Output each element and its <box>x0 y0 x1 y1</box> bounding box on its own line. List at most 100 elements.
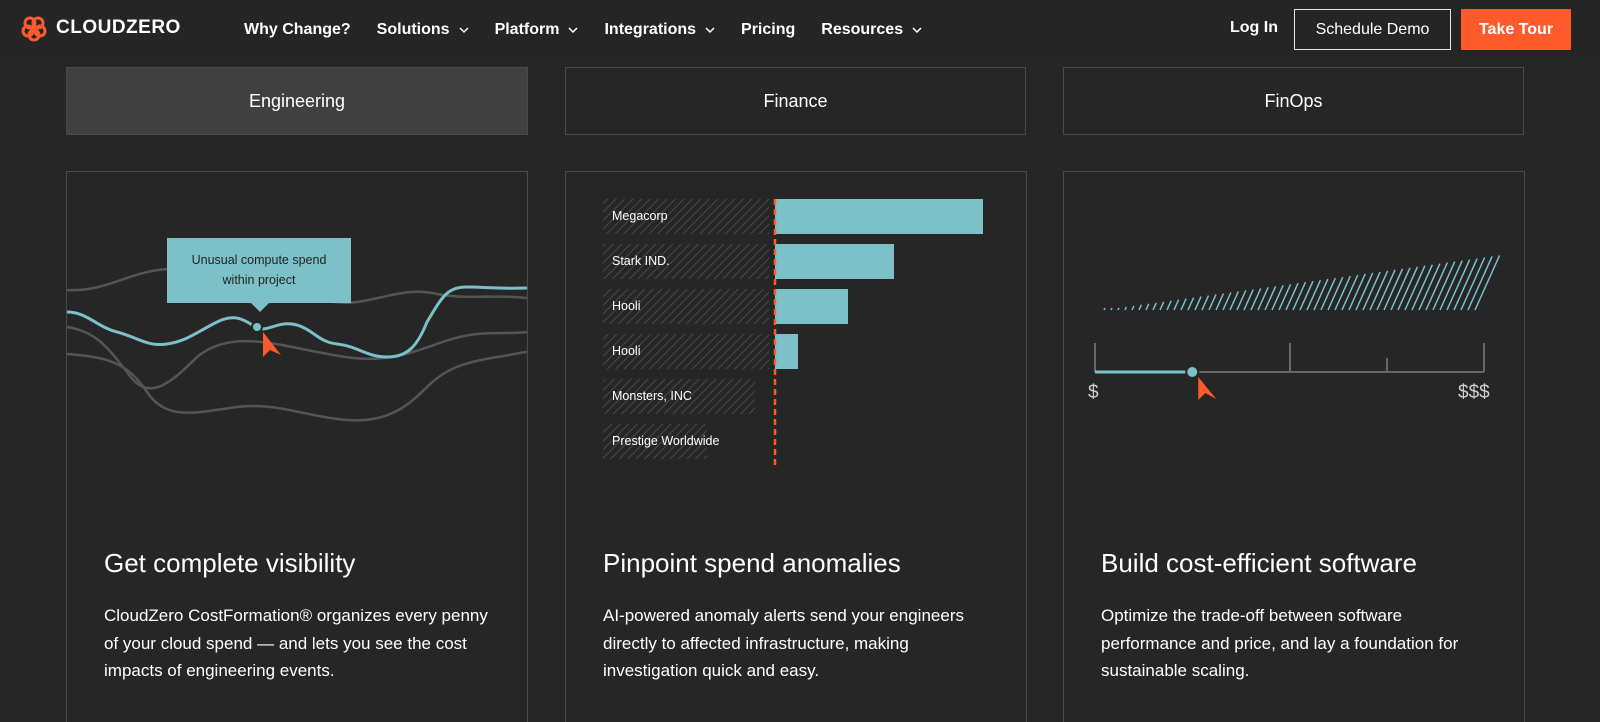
wedge-hatch-line <box>1299 280 1314 311</box>
nav-label: Why Change? <box>244 20 351 38</box>
wedge-hatch-line <box>1229 291 1240 311</box>
wedge-hatch-line <box>1467 256 1493 311</box>
wedge-hatch-line <box>1327 276 1344 311</box>
wedge-hatch-line <box>1439 260 1463 311</box>
bar-baseline-hatch <box>603 379 755 414</box>
main-nav: Why Change? Solutions Platform Integrati… <box>244 0 948 59</box>
nav-resources[interactable]: Resources <box>821 21 922 39</box>
nav-platform[interactable]: Platform <box>495 21 579 39</box>
tooltip-line: Unusual compute spend <box>191 253 327 267</box>
wedge-hatch-line <box>1187 297 1195 311</box>
scale-high-label: $$$ <box>1458 382 1490 403</box>
bar-label: Prestige Worldwide <box>612 434 720 448</box>
spend-line-gray-2 <box>67 325 527 390</box>
nav-label: Platform <box>494 20 560 38</box>
logo-wordmark: CLOUDZERO <box>56 17 181 38</box>
bar-label: Hooli <box>612 299 641 313</box>
wedge-hatch-line <box>1236 290 1247 311</box>
wedge-hatch-line <box>1208 294 1217 311</box>
bar-baseline-hatch <box>603 244 769 279</box>
anomaly-tooltip: Unusual compute spend within project <box>167 238 351 312</box>
login-link[interactable]: Log In <box>1230 19 1278 36</box>
bar-label: Megacorp <box>612 209 668 223</box>
wedge-hatch-line <box>1397 266 1419 311</box>
wedge-hatch-line <box>1138 304 1143 311</box>
wedge-hatch-line <box>1194 296 1202 311</box>
cloudzero-logo[interactable]: CLOUDZERO <box>20 14 181 42</box>
nav-pricing[interactable]: Pricing <box>741 21 795 39</box>
wedge-hatch-line <box>1250 288 1262 311</box>
wedge-hatch-line <box>1446 259 1471 311</box>
bar-baseline-hatch <box>603 334 769 369</box>
slider-knob <box>1185 365 1200 379</box>
wedge-hatch-line <box>1152 302 1157 311</box>
chevron-down-icon <box>568 26 578 33</box>
wedge-hatch-line <box>1348 273 1366 311</box>
wedge-hatch-line <box>1292 281 1307 311</box>
wedge-hatch-line <box>1474 255 1501 311</box>
anomaly-bar <box>775 244 894 279</box>
wedge-hatch-line <box>1460 257 1486 311</box>
card-description: Optimize the trade-off between software … <box>1101 606 1459 680</box>
tab-finops[interactable]: FinOps <box>1063 67 1524 135</box>
wedge-hatch-line <box>1383 268 1404 311</box>
wedge-hatch-line <box>1243 289 1254 311</box>
wedge-hatch-line <box>1411 264 1434 311</box>
cursor-arrow-icon <box>1198 377 1217 400</box>
wedge-hatch-line <box>1166 300 1172 311</box>
nav-label: Pricing <box>741 20 796 38</box>
wedge-hatch-line <box>1145 303 1150 311</box>
wedge-hatch-line <box>1201 295 1210 311</box>
anomaly-point <box>251 321 263 333</box>
card-description: CloudZero CostFormation® organizes every… <box>104 606 488 680</box>
wedge-hatch-line <box>1222 292 1232 311</box>
tab-engineering[interactable]: Engineering <box>66 67 528 135</box>
wedge-hatch-line <box>1355 272 1374 311</box>
tab-finance[interactable]: Finance <box>565 67 1026 135</box>
anomaly-bar-chart <box>603 199 983 469</box>
wedge-hatch-line <box>1404 265 1426 311</box>
wedge-hatch-line <box>1271 284 1284 311</box>
chevron-down-icon <box>459 26 469 33</box>
bar-baseline-hatch <box>603 424 707 459</box>
card-anomalies: Megacorp Stark IND. Hooli Hooli Monsters, IN… <box>565 171 1027 722</box>
wedge-hatch-line <box>1278 283 1292 311</box>
bar-baseline-hatch <box>603 199 769 234</box>
wedge-hatch-line <box>1124 306 1128 311</box>
nav-integrations[interactable]: Integrations <box>604 21 715 39</box>
spend-line-highlight <box>67 285 527 359</box>
bar-label: Monsters, INC <box>612 389 692 403</box>
card-cost-efficient: $ $$$ Build cost-efficient software Opti… <box>1063 171 1525 722</box>
wedge-hatch-line <box>1432 261 1456 311</box>
nav-solutions[interactable]: Solutions <box>377 21 469 39</box>
wedge-hatch-line <box>1425 262 1448 311</box>
wedge-hatch-line <box>1418 263 1441 311</box>
wedge-hatch-line <box>1313 278 1329 311</box>
chevron-down-icon <box>705 26 715 33</box>
nav-label: Integrations <box>604 20 697 38</box>
cloudzero-logo-icon <box>21 16 47 42</box>
wedge-hatch-line <box>1103 307 1106 311</box>
cursor-arrow-icon <box>263 332 281 357</box>
wedge-hatch-line <box>1159 301 1165 311</box>
scale-low-label: $ <box>1088 382 1099 403</box>
tooltip-line: within project <box>222 273 296 287</box>
bar-label: Hooli <box>612 344 641 358</box>
wedge-hatch-line <box>1362 271 1381 311</box>
wedge-hatch-line <box>1131 305 1135 311</box>
wedge-hatch-line <box>1215 293 1225 311</box>
nav-label: Solutions <box>376 20 450 38</box>
wedge-hatch-line <box>1110 307 1113 311</box>
wedge-hatch-line <box>1369 270 1389 311</box>
nav-why-change[interactable]: Why Change? <box>244 21 351 39</box>
wedge-hatch-line <box>1453 258 1478 311</box>
bar-baseline-hatch <box>603 289 769 324</box>
card-title: Build cost-efficient software <box>1101 548 1417 578</box>
wedge-hatch-line <box>1320 277 1337 311</box>
site-header: CLOUDZERO Why Change? Solutions Platform… <box>0 0 1600 59</box>
schedule-demo-button[interactable]: Schedule Demo <box>1294 9 1451 50</box>
take-tour-button[interactable]: Take Tour <box>1461 9 1571 50</box>
anomaly-bar <box>775 289 848 324</box>
spend-line-gray-3 <box>67 350 527 422</box>
card-visibility: Unusual compute spend within project Get… <box>66 171 528 722</box>
